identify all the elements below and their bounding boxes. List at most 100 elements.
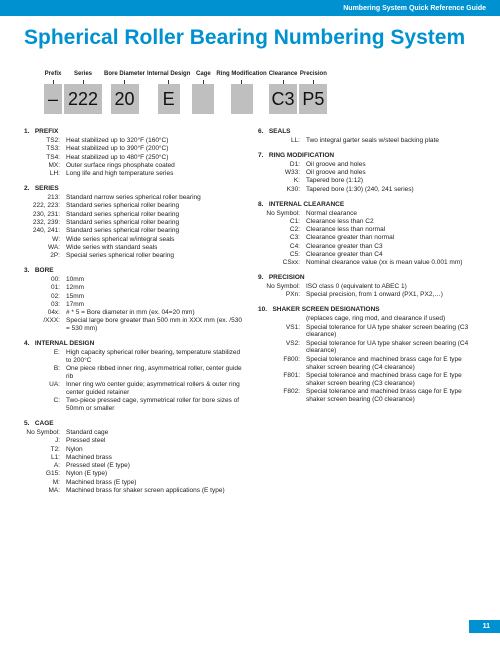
def-row: 00:10mm (24, 276, 242, 284)
def-val: Machined brass (E type) (66, 479, 242, 487)
def-key: TS3: (24, 145, 66, 153)
def-val: Wide series with standard seals (66, 244, 242, 252)
def-row: No Symbol:Normal clearance (258, 210, 476, 218)
def-key: A: (24, 462, 66, 470)
def-row: 04x:# * 5 = Bore diameter in mm (ex. 04=… (24, 309, 242, 317)
def-row: W:Wide series spherical w/integral seals (24, 236, 242, 244)
def-row: F802:Special tolerance and machined bras… (258, 388, 476, 404)
def-key: B: (24, 365, 66, 381)
def-key: No Symbol: (24, 429, 66, 437)
def-val: Special tolerance and machined brass cag… (306, 372, 476, 388)
def-key: CSxx: (258, 259, 306, 267)
section-title: 1. PREFIX (24, 128, 242, 135)
section-note: (replaces cage, ring mod, and clearance … (258, 315, 476, 323)
def-val: Standard series spherical roller bearing (66, 202, 242, 210)
def-key: F802: (258, 388, 306, 404)
def-val: Special series spherical roller bearing (66, 252, 242, 260)
def-val: Nominal clearance value (xx is mean valu… (306, 259, 476, 267)
def-row: K30:Tapered bore (1:30) (240, 241 series… (258, 186, 476, 194)
def-row: LH:Long life and high temperature series (24, 170, 242, 178)
section: 5. CAGE No Symbol:Standard cageJ:Pressed … (24, 420, 242, 495)
dlabel-prefix: Prefix (45, 61, 62, 77)
right-column: 6. SEALSLL:Two integral garter seals w/s… (258, 128, 476, 502)
def-val: Clearance greater than C4 (306, 251, 476, 259)
def-val: Long life and high temperature series (66, 170, 242, 178)
def-val: Oil groove and holes (306, 169, 476, 177)
def-row: TS4:Heat stabilized up to 480°F (250°C) (24, 154, 242, 162)
section-title: 2. SERIES (24, 185, 242, 192)
def-val: Special large bore greater than 500 mm i… (66, 317, 242, 333)
def-val: Nylon (E type) (66, 470, 242, 478)
def-row: No Symbol:Standard cage (24, 429, 242, 437)
def-row: C5:Clearance greater than C4 (258, 251, 476, 259)
def-key: W33: (258, 169, 306, 177)
def-row: No Symbol:ISO class 0 (equivalent to ABE… (258, 283, 476, 291)
def-val: Wide series spherical w/integral seals (66, 236, 242, 244)
def-key: J: (24, 437, 66, 445)
def-val: ISO class 0 (equivalent to ABEC 1) (306, 283, 476, 291)
def-key: MX: (24, 162, 66, 170)
def-key: W: (24, 236, 66, 244)
dlabel-internal: Internal Design (147, 61, 190, 77)
def-key: C4: (258, 243, 306, 251)
def-row: M:Machined brass (E type) (24, 479, 242, 487)
def-key: G15: (24, 470, 66, 478)
def-row: 222, 223:Standard series spherical rolle… (24, 202, 242, 210)
def-key: TS2: (24, 137, 66, 145)
def-row: B:One piece ribbed inner ring, asymmetri… (24, 365, 242, 381)
def-key: L1: (24, 454, 66, 462)
section: 8. INTERNAL CLEARANCENo Symbol:Normal cl… (258, 201, 476, 268)
def-val: Heat stabilized up to 480°F (250°C) (66, 154, 242, 162)
def-val: # * 5 = Bore diameter in mm (ex. 04=20 m… (66, 309, 242, 317)
def-val: One piece ribbed inner ring, asymmetrica… (66, 365, 242, 381)
def-row: PXn:Special precision, from 1 onward (PX… (258, 291, 476, 299)
def-row: F801:Special tolerance and machined bras… (258, 372, 476, 388)
def-key: C3: (258, 234, 306, 242)
section-title: 3. BORE (24, 267, 242, 274)
def-val: Special tolerance and machined brass cag… (306, 356, 476, 372)
def-key: 240, 241: (24, 227, 66, 235)
dbox-series: 222 (64, 84, 102, 114)
section-title: 6. SEALS (258, 128, 476, 135)
def-val: Standard series spherical roller bearing (66, 227, 242, 235)
def-val: Heat stabilized up to 320°F (160°C) (66, 137, 242, 145)
def-row: L1:Machined brass (24, 454, 242, 462)
def-row: 240, 241:Standard series spherical rolle… (24, 227, 242, 235)
header-text: Numbering System Quick Reference Guide (343, 5, 486, 12)
def-key: K30: (258, 186, 306, 194)
dbox-ringmod (231, 84, 253, 114)
def-row: A:Pressed steel (E type) (24, 462, 242, 470)
dlabel-ringmod: Ring Modification (216, 61, 266, 77)
def-row: VS1:Special tolerance for UA type shaker… (258, 324, 476, 340)
section: 9. PRECISIONNo Symbol:ISO class 0 (equiv… (258, 274, 476, 299)
def-key: 230, 231: (24, 211, 66, 219)
def-key: 01: (24, 284, 66, 292)
content-columns: 1. PREFIX TS2:Heat stabilized up to 320°F… (24, 128, 476, 502)
dlabel-clearance: Clearance (269, 61, 298, 77)
def-row: WA:Wide series with standard seals (24, 244, 242, 252)
def-row: C1:Clearance less than C2 (258, 218, 476, 226)
dbox-cage (192, 84, 214, 114)
def-row: W33:Oil groove and holes (258, 169, 476, 177)
def-val: Special tolerance for UA type shaker scr… (306, 324, 476, 340)
def-row: /XXX:Special large bore greater than 500… (24, 317, 242, 333)
section-title: 5. CAGE (24, 420, 242, 427)
def-key: D1: (258, 161, 306, 169)
def-key: /XXX: (24, 317, 66, 333)
def-key: No Symbol: (258, 210, 306, 218)
def-key: UA: (24, 381, 66, 397)
def-key: E: (24, 349, 66, 365)
def-val: Oil groove and holes (306, 161, 476, 169)
def-key: 00: (24, 276, 66, 284)
dbox-precision: P5 (299, 84, 327, 114)
def-row: T2:Nylon (24, 446, 242, 454)
def-key: MA: (24, 487, 66, 495)
section-title: 10. SHAKER SCREEN DESIGNATIONS (258, 306, 476, 313)
def-val: Nylon (66, 446, 242, 454)
def-row: 230, 231:Standard series spherical rolle… (24, 211, 242, 219)
dlabel-cage: Cage (196, 61, 211, 77)
def-row: MA:Machined brass for shaker screen appl… (24, 487, 242, 495)
dbox-clearance: C3 (269, 84, 297, 114)
def-val: Pressed steel (66, 437, 242, 445)
def-val: Tapered bore (1:12) (306, 177, 476, 185)
